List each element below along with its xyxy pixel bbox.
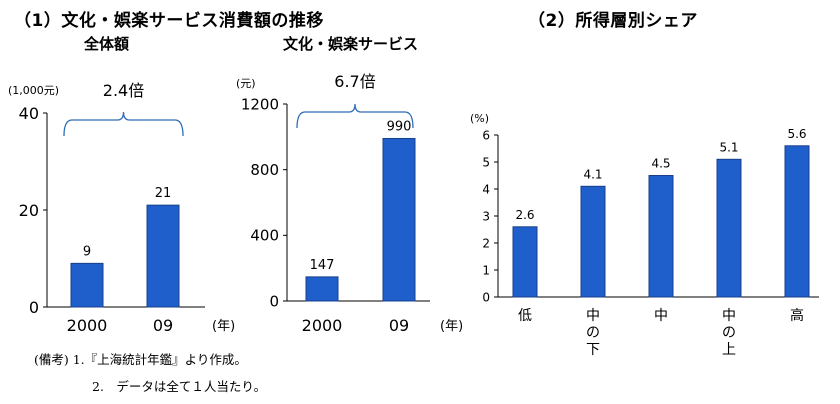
- chart3-category-label: 中の上: [722, 308, 736, 358]
- chart2-value-label: 147: [310, 258, 335, 273]
- chart1-title: 全体額: [84, 35, 130, 53]
- chart1-y-tick-label: 0: [29, 298, 39, 317]
- chart3-value-label: 4.1: [583, 167, 602, 181]
- chart2-x-unit-label: (年): [440, 319, 463, 334]
- chart3-bar: [580, 185, 606, 298]
- chart1-value-label: 9: [83, 244, 91, 259]
- chart2-y-tick-label: 1200: [241, 95, 279, 113]
- chart3-bar: [512, 226, 538, 298]
- chart1-category-label: 2000: [67, 316, 108, 335]
- chart3-value-label: 2.6: [515, 208, 534, 222]
- chart2-category-label: 2000: [302, 316, 343, 335]
- chart3-category-label: 低: [518, 308, 532, 324]
- chart3-bar: [648, 175, 674, 298]
- chart1-category-label: 09: [153, 316, 173, 335]
- chart2-annotation: 6.7倍: [334, 72, 375, 91]
- chart3-category-label: 高: [790, 307, 804, 324]
- chart3-value-label: 5.6: [787, 127, 806, 141]
- chart2-y-tick-label: 400: [250, 227, 279, 245]
- chart1-unit-label: (1,000元): [8, 84, 59, 97]
- chart3-category-label: 中の下: [586, 308, 600, 358]
- chart3-category-label: 中: [654, 308, 668, 324]
- chart1-bar: [146, 204, 180, 308]
- chart3-y-tick-label: 3: [482, 209, 490, 223]
- chart2-value-label: 990: [387, 119, 412, 134]
- chart3-unit-label: (%): [470, 112, 489, 125]
- chart3-y-tick-label: 0: [482, 290, 490, 304]
- chart3-value-label: 4.5: [651, 157, 670, 171]
- chart1-bar: [70, 262, 104, 308]
- chart2-brace: [296, 103, 414, 129]
- chart1-x-unit-label: (年): [212, 319, 235, 334]
- chart3-y-tick-label: 4: [482, 182, 490, 196]
- chart3-bar: [784, 145, 810, 298]
- chart3-value-label: 5.1: [719, 140, 738, 154]
- chart1-y-tick-label: 20: [19, 201, 39, 220]
- chart2-bar: [305, 276, 339, 302]
- chart3-bar: [716, 158, 742, 298]
- section2-title: （2）所得層別シェア: [528, 11, 698, 31]
- chart2-unit-label: (元): [236, 77, 256, 90]
- chart3-y-tick-label: 5: [482, 155, 490, 169]
- chart2-title: 文化・娯楽サービス: [283, 35, 419, 53]
- chart3-y-tick-label: 6: [482, 128, 490, 142]
- chart2-category-label: 09: [389, 316, 409, 335]
- chart2-bar: [382, 137, 416, 302]
- section1-title: （1）文化・娯楽サービス消費額の推移: [14, 11, 324, 31]
- chart2-y-tick-label: 0: [269, 292, 279, 310]
- chart2-y-tick-label: 800: [250, 161, 279, 179]
- chart1-annotation: 2.4倍: [103, 81, 144, 100]
- chart1-value-label: 21: [155, 186, 172, 201]
- chart3-y-tick-label: 1: [482, 263, 490, 277]
- chart1-brace: [63, 111, 184, 137]
- note-1: (備考) 1.『上海統計年鑑』より作成。: [34, 352, 247, 367]
- note-2: 2. データは全て１人当たり。: [92, 379, 267, 394]
- chart3-y-tick-label: 2: [482, 236, 490, 250]
- chart1-y-tick-label: 40: [19, 104, 39, 123]
